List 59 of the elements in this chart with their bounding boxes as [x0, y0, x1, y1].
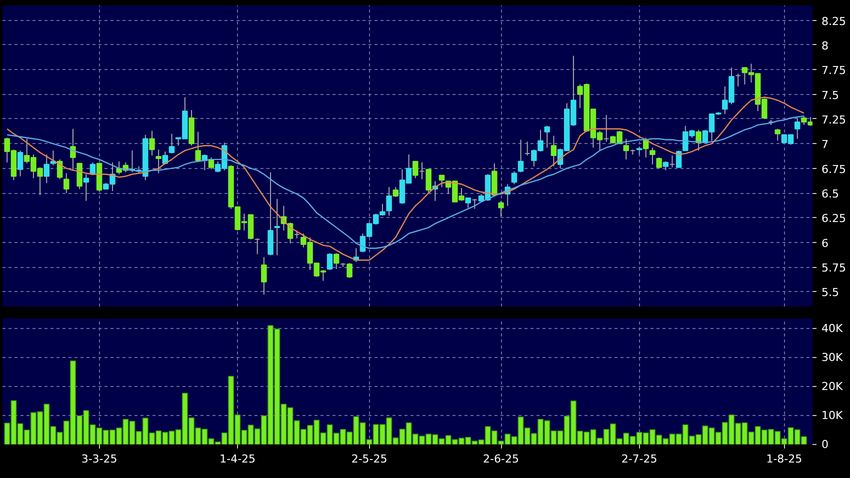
line-series [6, 96, 805, 261]
y-tick-label: 7 [822, 138, 828, 152]
y-tick-label: 7.25 [822, 113, 846, 126]
candlestick [334, 252, 340, 270]
candlestick [794, 118, 800, 140]
y-tick-label: 6.25 [822, 212, 846, 226]
candlestick [254, 238, 260, 255]
candlestick [17, 150, 24, 177]
y-tick-label: 6.75 [822, 162, 846, 176]
y-tick-label: 5.5 [822, 286, 839, 300]
candlestick [83, 174, 90, 202]
x-tick-label: 2-6-25 [483, 452, 519, 466]
candlestick [274, 198, 280, 256]
candlestick [64, 172, 70, 194]
x-tick-label: 2-5-25 [351, 452, 388, 466]
y-tick-label: 20K [822, 380, 844, 393]
candlestick [419, 162, 425, 180]
y-tick-label: 30K [822, 350, 844, 364]
candlestick [261, 256, 267, 296]
y-tick-label: 40K [822, 322, 844, 335]
candlestick [498, 200, 504, 218]
candlestick [669, 155, 676, 168]
candlestick [44, 154, 50, 184]
y-tick-label: 10K [822, 408, 844, 422]
candlestick [392, 186, 399, 198]
candlestick [696, 129, 702, 152]
x-tick-label: 1-8-25 [766, 452, 802, 466]
candlestick [70, 128, 76, 171]
x-tick-label: 1-4-25 [220, 452, 256, 466]
y-tick-label: 6 [822, 236, 828, 250]
candlestick [544, 125, 550, 148]
candlestick [735, 73, 741, 87]
candlestick [195, 131, 201, 161]
x-tick-label: 2-7-25 [621, 452, 658, 466]
candlestick [524, 141, 530, 156]
candlestick [156, 149, 162, 174]
candlestick [326, 252, 333, 270]
candlestick [168, 133, 175, 154]
candlestick [492, 162, 498, 196]
y-tick-label: 0 [822, 438, 828, 451]
candlestick [472, 198, 478, 210]
y-tick-label: 8.25 [822, 14, 846, 28]
candlestick [268, 172, 274, 256]
candlestick [650, 147, 656, 165]
candlestick [604, 114, 610, 142]
candlestick [438, 174, 445, 188]
candlestick [386, 186, 392, 216]
y-tick-label: 6.5 [822, 188, 839, 201]
y-tick-label: 7.5 [822, 88, 839, 102]
x-tick-label: 3-3-25 [81, 452, 118, 466]
y-tick-label: 7.75 [822, 64, 846, 78]
candlestick [774, 128, 780, 142]
candlestick [550, 135, 557, 167]
y-tick-label: 5.75 [822, 262, 846, 275]
y-tick-label: 8 [822, 39, 828, 52]
candlestick [518, 139, 524, 173]
candlestick [149, 130, 155, 156]
candlestick [656, 156, 662, 169]
candlestick [511, 170, 518, 185]
